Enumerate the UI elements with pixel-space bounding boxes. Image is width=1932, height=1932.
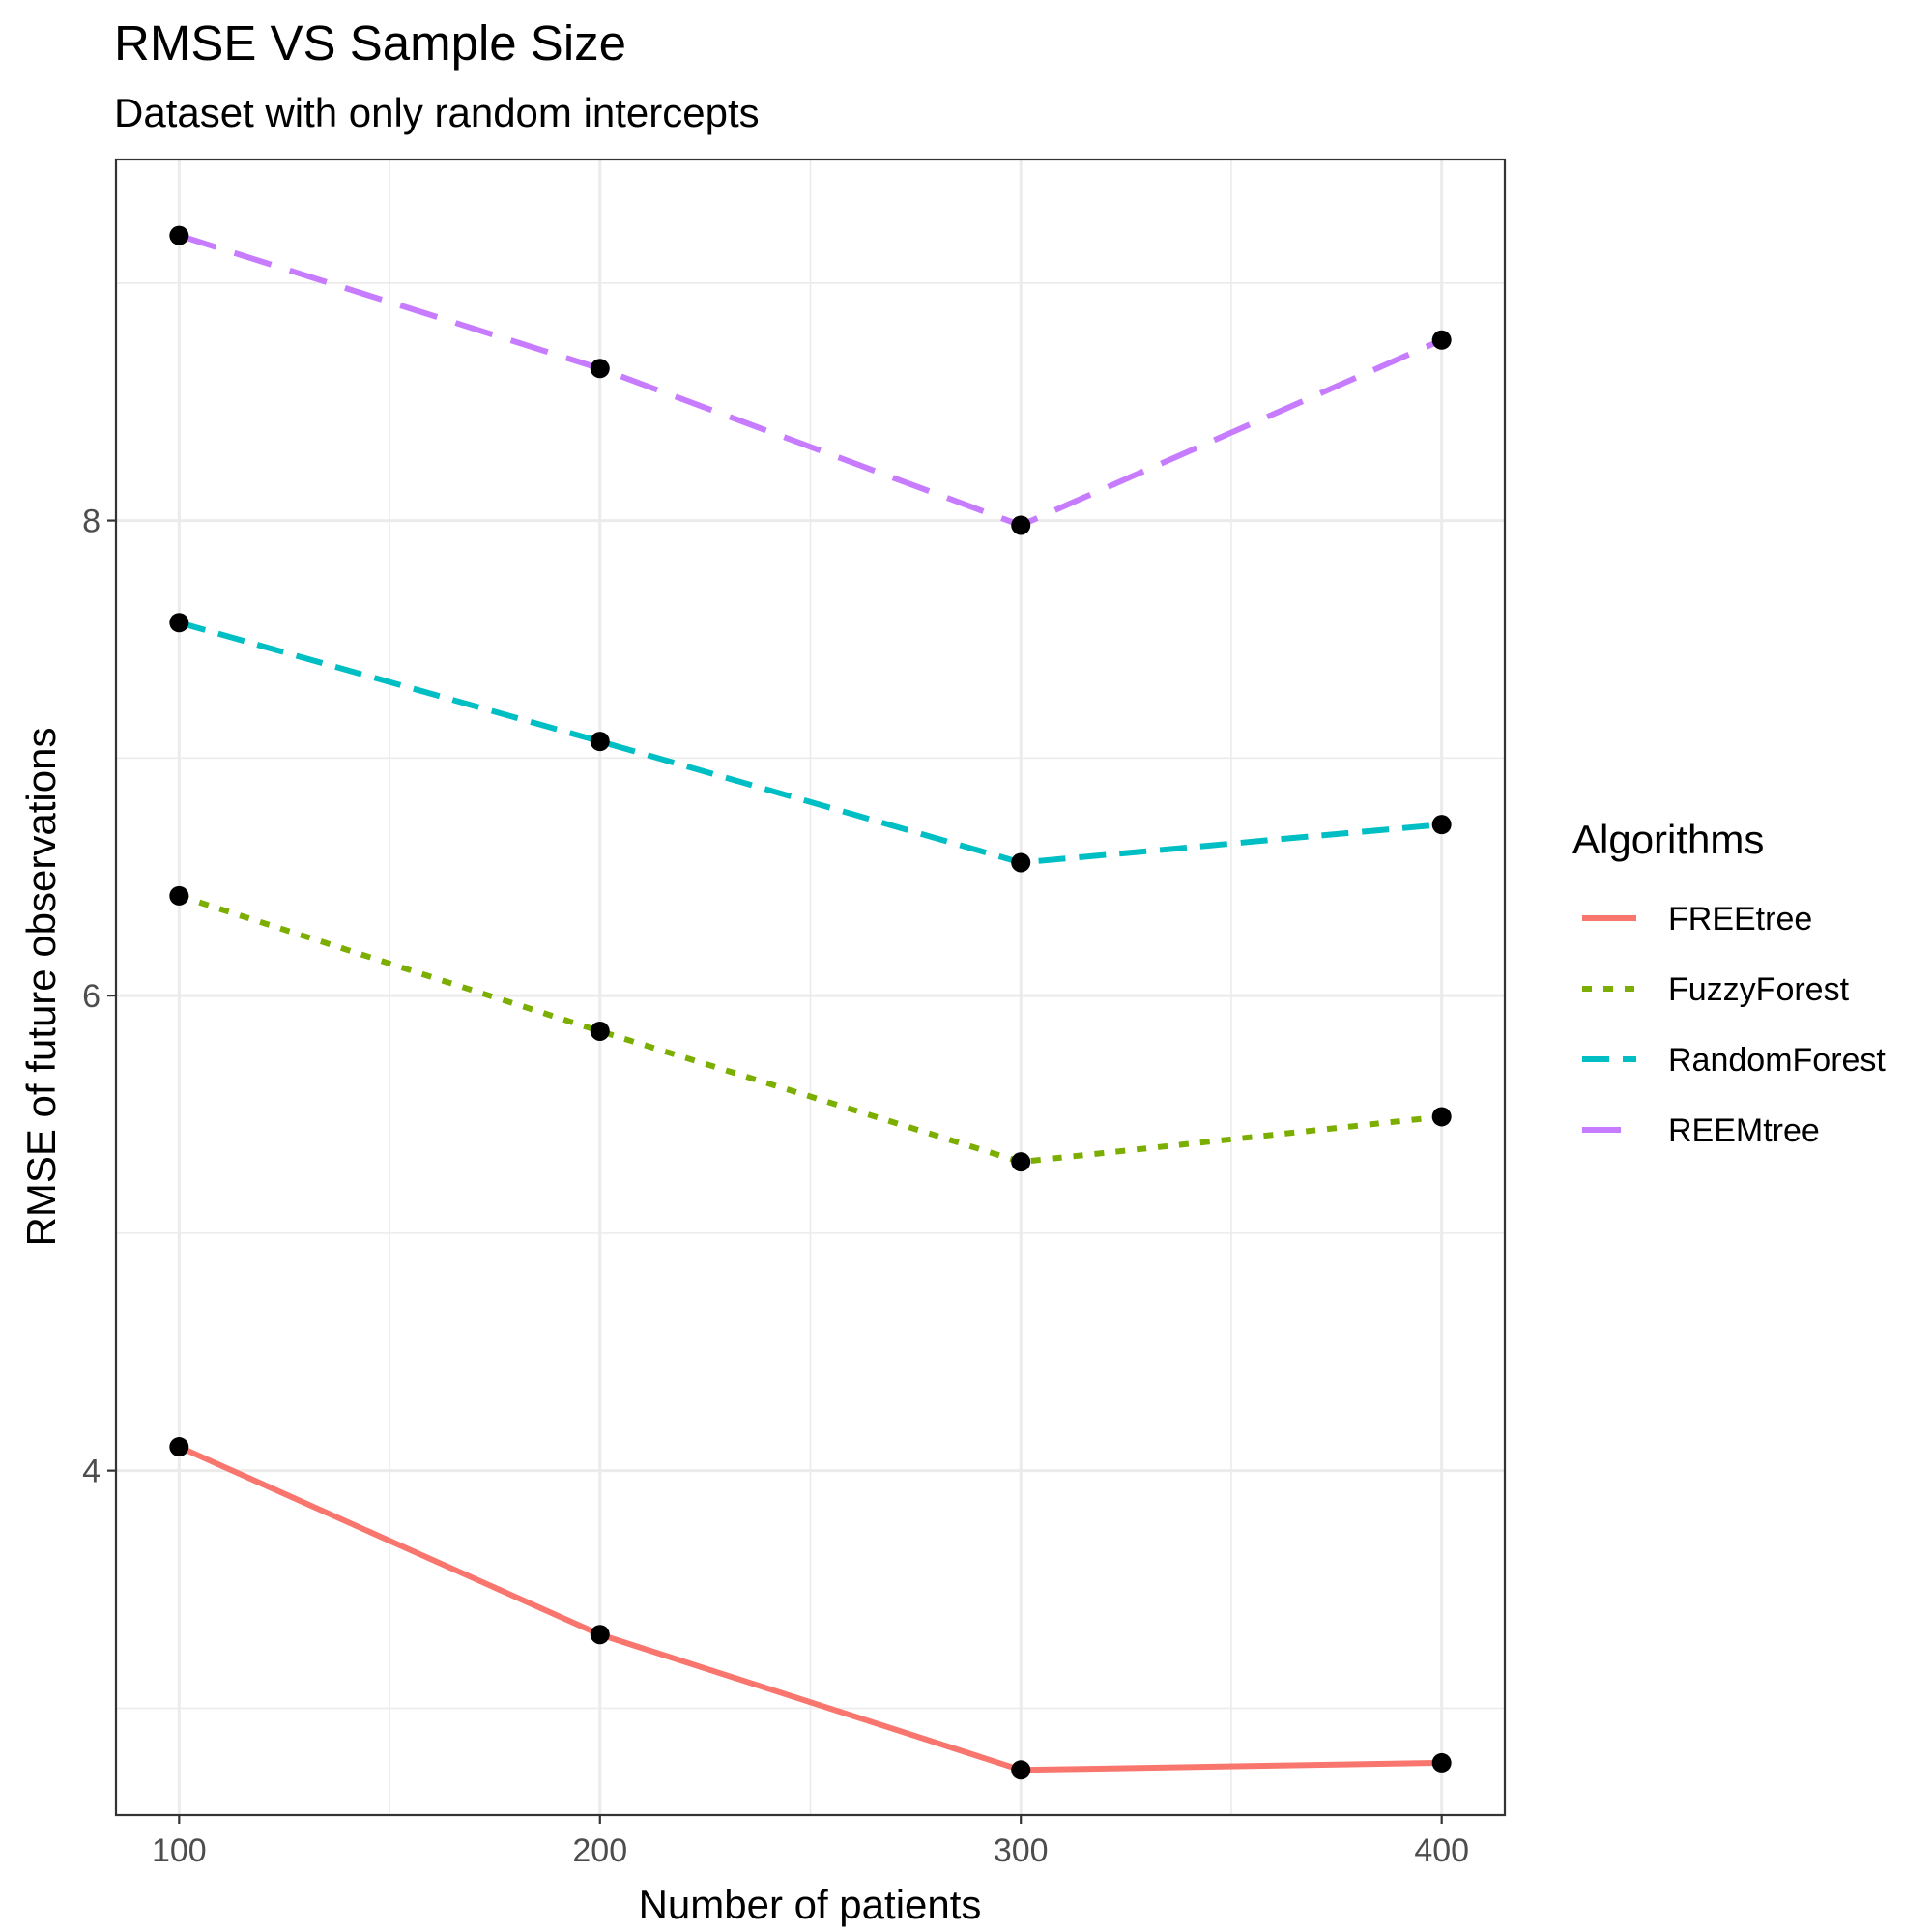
- series-line-fuzzyforest: [178, 893, 1443, 1166]
- x-tick-label: 300: [994, 1832, 1049, 1869]
- plot-panel-border: [114, 158, 1507, 1817]
- y-axis: 4 6 8: [82, 504, 116, 1490]
- series-line-reemtree: [178, 232, 1443, 529]
- legend: Algorithms FREEtree FuzzyForest RandomFore…: [1572, 817, 1886, 1149]
- series-points: [169, 225, 1452, 1780]
- series-line-freetree: [178, 1444, 1442, 1773]
- chart-subtitle: Dataset with only random intercepts: [114, 90, 760, 135]
- grid-major: [116, 159, 1505, 1815]
- y-tick-label: 6: [82, 978, 101, 1015]
- y-axis-title: RMSE of future observations: [18, 728, 64, 1247]
- legend-label-reemtree: REEMtree: [1668, 1112, 1820, 1149]
- data-point-fuzzyforest: [169, 885, 189, 906]
- x-tick-label: 400: [1414, 1832, 1469, 1869]
- legend-label-freetree: FREEtree: [1668, 901, 1812, 937]
- data-point-freetree: [590, 1625, 610, 1645]
- legend-label-randomforest: RandomForest: [1668, 1042, 1886, 1079]
- data-point-freetree: [1011, 1760, 1031, 1780]
- data-point-randomforest: [1011, 852, 1031, 873]
- data-point-fuzzyforest: [1431, 1107, 1452, 1127]
- data-point-fuzzyforest: [590, 1021, 610, 1041]
- data-point-reemtree: [590, 359, 610, 379]
- data-point-reemtree: [1431, 330, 1452, 350]
- data-point-freetree: [1431, 1752, 1452, 1773]
- x-tick-label: 100: [152, 1832, 207, 1869]
- data-point-freetree: [169, 1437, 189, 1457]
- data-point-randomforest: [1431, 815, 1452, 835]
- chart-title: RMSE VS Sample Size: [114, 15, 626, 71]
- data-point-reemtree: [169, 225, 189, 245]
- data-point-randomforest: [169, 613, 189, 633]
- legend-title: Algorithms: [1572, 817, 1764, 862]
- data-point-randomforest: [590, 732, 610, 752]
- series-lines: [178, 232, 1443, 1773]
- y-tick-label: 4: [82, 1454, 101, 1490]
- x-axis-title: Number of patients: [639, 1882, 982, 1927]
- legend-label-fuzzyforest: FuzzyForest: [1668, 971, 1850, 1008]
- x-tick-label: 200: [572, 1832, 627, 1869]
- data-point-reemtree: [1011, 515, 1031, 535]
- data-point-fuzzyforest: [1011, 1152, 1031, 1172]
- series-line-randomforest: [178, 620, 1442, 866]
- y-tick-label: 8: [82, 504, 101, 540]
- x-axis: 100 200 300 400: [152, 1815, 1469, 1869]
